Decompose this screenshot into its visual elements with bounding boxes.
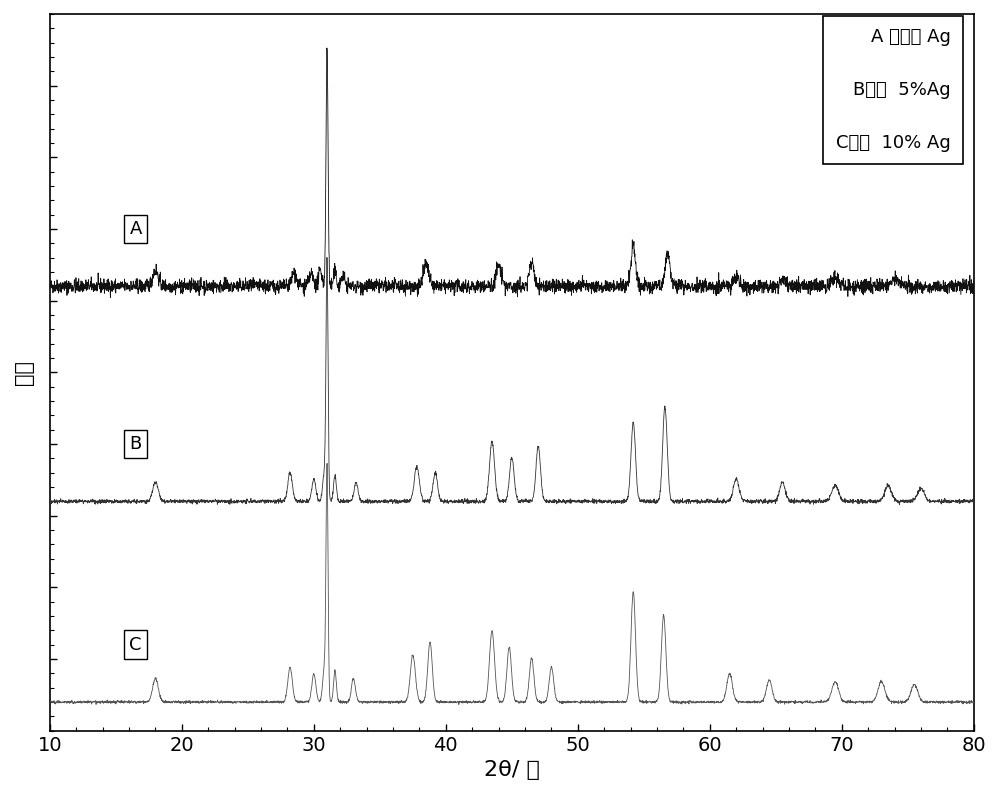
Text: A 未掺杂 Ag

B掺杂  5%Ag

C掺杂  10% Ag: A 未掺杂 Ag B掺杂 5%Ag C掺杂 10% Ag (836, 29, 951, 152)
Text: A: A (129, 220, 142, 238)
Text: B: B (130, 435, 142, 453)
Text: C: C (129, 636, 142, 653)
X-axis label: 2θ/ 度: 2θ/ 度 (484, 760, 540, 781)
Y-axis label: 强度: 强度 (14, 360, 34, 385)
